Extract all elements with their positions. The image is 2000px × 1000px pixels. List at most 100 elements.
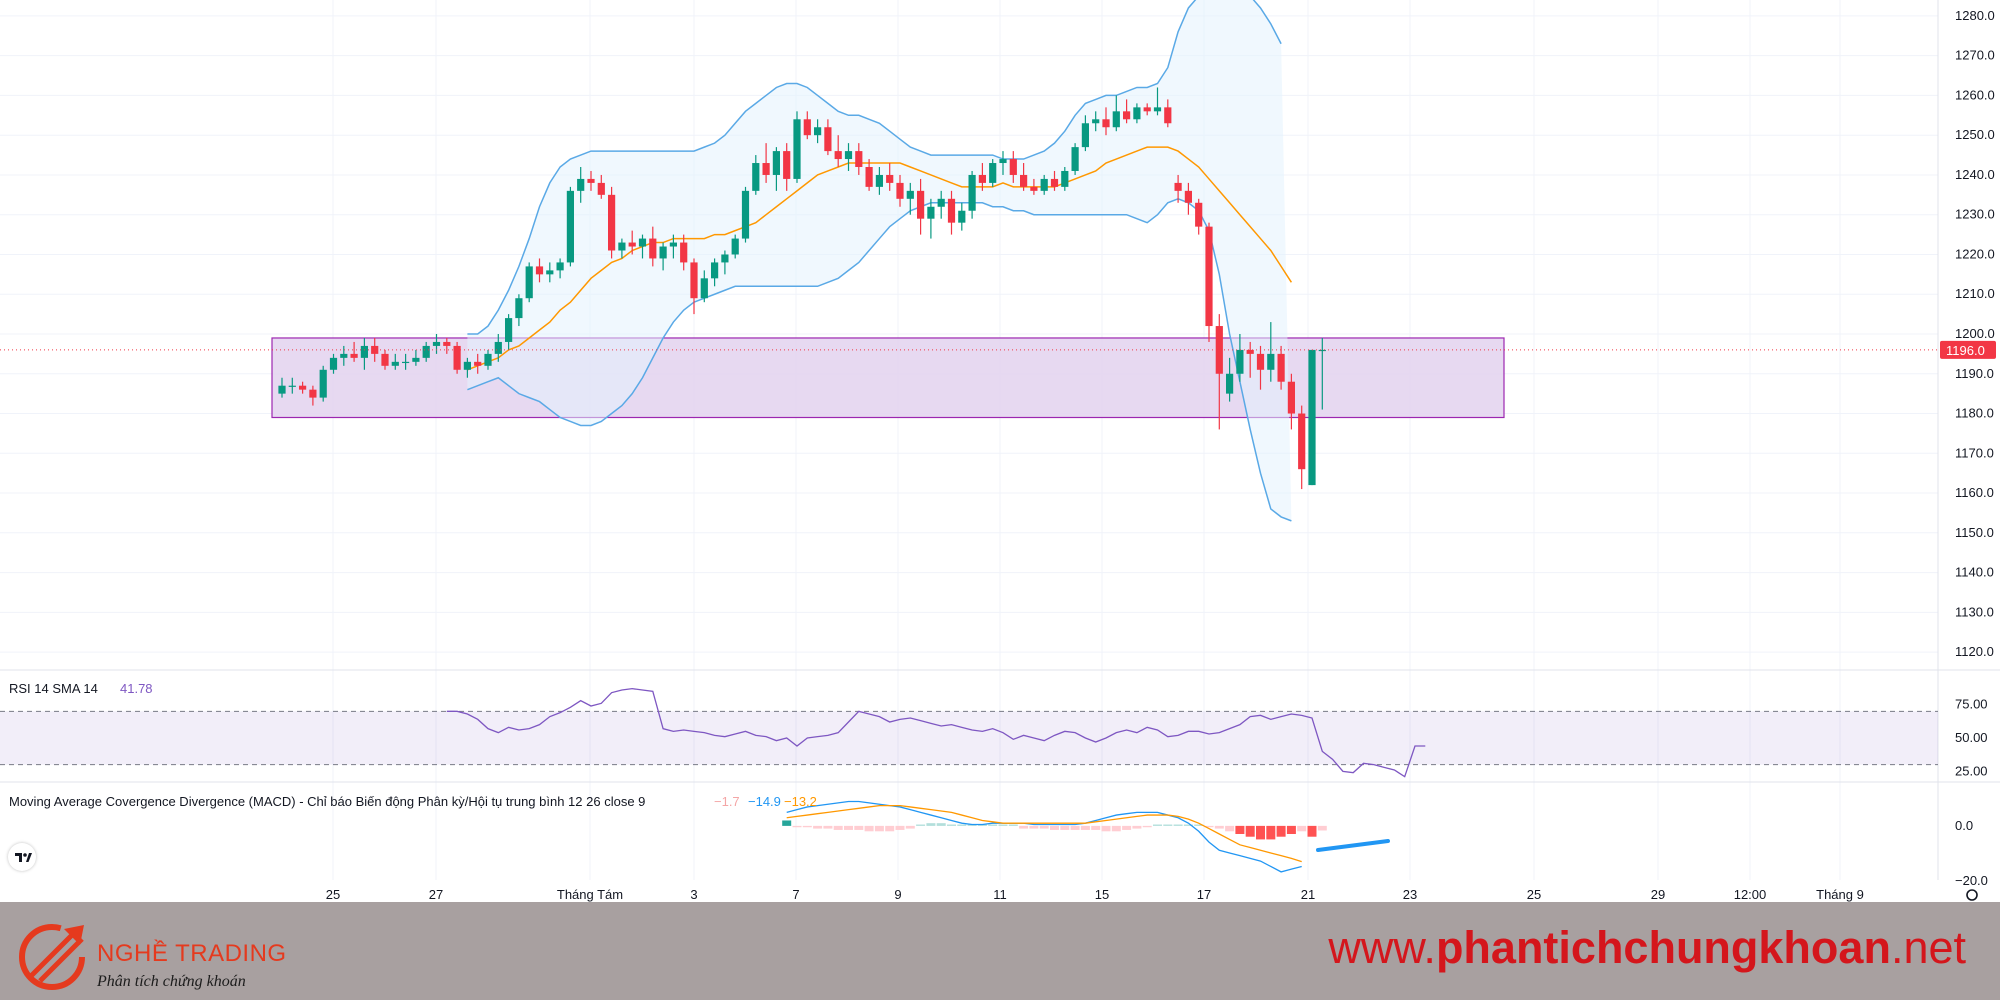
site-url[interactable]: www.phantichchungkhoan.net <box>1328 922 1966 974</box>
candle <box>741 186 750 243</box>
candle-body <box>1308 349 1316 486</box>
candle-body <box>1009 159 1017 175</box>
macd-histogram-bar <box>1317 825 1327 831</box>
signal-line <box>786 804 1302 863</box>
candle-body <box>484 353 492 366</box>
macd-histogram-bar <box>947 824 956 826</box>
candle <box>752 155 760 195</box>
candle <box>608 186 616 259</box>
candle-body <box>319 369 327 398</box>
candle-body <box>855 151 863 167</box>
price-tick-label: 1250.0 <box>1955 127 1995 142</box>
price-axis[interactable]: 1120.0 1130.0 1140.0 1150.0 1160.0 1170.0 1180… <box>1940 8 1996 659</box>
macd-histogram-bar <box>957 824 967 826</box>
candle-body <box>752 163 760 191</box>
time-tick-label: 9 <box>894 887 901 902</box>
candle <box>1164 99 1172 128</box>
candle-body <box>638 238 647 247</box>
macd-value-signal: −13.2 <box>784 794 817 809</box>
candle-body <box>1102 119 1110 128</box>
candle-body <box>814 127 822 136</box>
candle-body <box>886 174 894 183</box>
macd-pane: 0.0 −20.0 <box>782 800 1988 888</box>
candle <box>525 262 533 303</box>
candle <box>484 349 492 370</box>
price-tick-label: 1270.0 <box>1955 48 1995 63</box>
candle-body <box>587 178 595 183</box>
last-price-badge <box>1940 340 1996 359</box>
candle <box>803 111 811 140</box>
candle-body <box>1071 147 1079 171</box>
candle-body <box>577 178 585 191</box>
time-axis[interactable]: 25 27 Tháng Tám 3 7 9 11 15 17 21 23 25 29 12:00 Tháng… <box>326 887 1978 902</box>
candle-body <box>1164 107 1172 124</box>
lower-band-line <box>467 198 1292 522</box>
candle <box>443 337 451 354</box>
candle-body <box>1195 202 1203 227</box>
candle <box>1020 163 1028 191</box>
candle-body <box>824 127 832 152</box>
candle <box>1226 357 1234 402</box>
candle <box>329 353 338 374</box>
candle <box>917 178 925 235</box>
price-chart[interactable]: 1120.01130.01140.01150.01160.01170.01180… <box>0 0 2000 902</box>
tradingview-logo[interactable] <box>8 843 36 871</box>
time-tick-label: 3 <box>690 887 697 902</box>
candle <box>1277 345 1285 390</box>
candle <box>566 186 574 267</box>
candle <box>1133 103 1141 124</box>
candle <box>834 135 842 167</box>
time-tick-label: 12:00 <box>1734 887 1767 902</box>
candle <box>350 341 358 362</box>
candle <box>875 167 883 195</box>
time-tick-label: Tháng Tám <box>557 887 623 902</box>
candle-body <box>1277 353 1285 382</box>
tradingview-icon <box>15 853 32 862</box>
macd-histogram-bar <box>864 825 874 832</box>
rsi-value: 41.78 <box>120 681 153 696</box>
candle-body <box>1133 107 1141 120</box>
candle <box>711 258 719 287</box>
candle <box>288 377 296 394</box>
price-tick-label: 1240.0 <box>1955 167 1995 182</box>
candle <box>1050 170 1059 191</box>
macd-tick-label: 0.0 <box>1955 818 1973 833</box>
macd-histogram-bar <box>885 825 895 832</box>
candle-body <box>1040 178 1048 191</box>
candle-body <box>278 385 286 394</box>
price-tick-label: 1170.0 <box>1955 445 1994 460</box>
candle-body <box>453 345 461 370</box>
candle <box>1081 115 1089 152</box>
url-suffix: .net <box>1890 922 1966 973</box>
price-tick-label: 1160.0 <box>1955 485 1994 500</box>
rsi-pane: 75.00 50.00 25.00 <box>0 688 1988 778</box>
band-fill <box>467 0 1292 521</box>
candle-body <box>381 353 389 366</box>
macd-histogram-bar <box>1307 825 1317 837</box>
candle <box>1184 182 1192 215</box>
macd-histogram-bar <box>844 825 853 830</box>
candle-body <box>432 341 441 346</box>
price-tick-label: 1120.0 <box>1955 644 1994 659</box>
candle-body <box>906 190 914 199</box>
macd-histogram-bar <box>1029 825 1039 829</box>
price-tick-label: 1260.0 <box>1955 87 1995 102</box>
candle <box>299 381 307 394</box>
candle <box>1102 107 1110 136</box>
candle <box>535 258 544 283</box>
candle <box>886 163 894 191</box>
candle-body <box>1298 413 1306 470</box>
candle <box>855 143 863 175</box>
candle-body <box>402 361 410 364</box>
settings-gear-icon[interactable] <box>1966 889 1978 901</box>
candle <box>494 334 502 362</box>
candle <box>824 119 832 156</box>
candle <box>1143 103 1151 116</box>
time-tick-label: 11 <box>993 887 1007 902</box>
candle <box>432 334 441 354</box>
candle-body <box>556 262 564 271</box>
candle-body <box>1174 182 1182 191</box>
last-price-label: 1196.0 <box>1946 343 1985 358</box>
candle-body <box>350 353 358 358</box>
candlesticks <box>0 87 1938 490</box>
